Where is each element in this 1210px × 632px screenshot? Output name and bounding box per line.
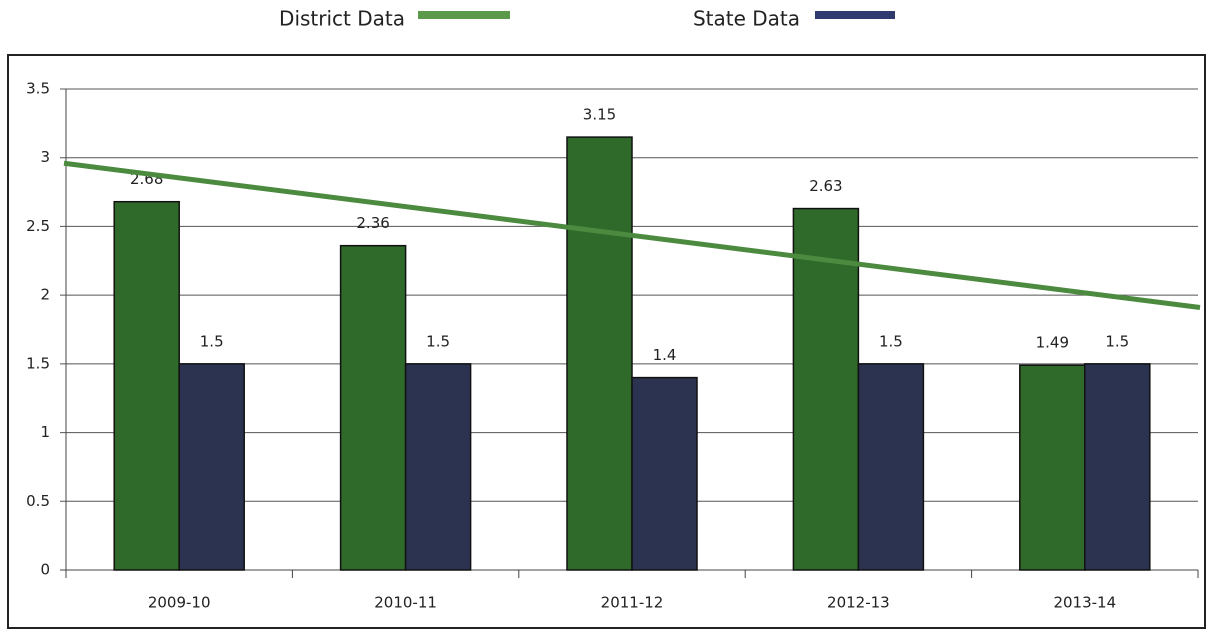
x-tick-label: 2010-11 xyxy=(374,594,437,612)
data-label: 1.5 xyxy=(1105,332,1129,350)
bar xyxy=(792,207,860,571)
legend-label: State Data xyxy=(693,7,800,31)
y-tick-label: 2.5 xyxy=(26,217,50,235)
legend-swatch xyxy=(815,11,895,19)
legend-swatch xyxy=(418,11,510,19)
x-tick-label: 2009-10 xyxy=(148,594,211,612)
data-label: 1.5 xyxy=(426,332,450,350)
bar xyxy=(1019,364,1086,571)
bar xyxy=(857,363,925,571)
legend-label: District Data xyxy=(279,7,405,31)
y-tick-label: 0 xyxy=(40,561,50,579)
trendline xyxy=(63,160,1201,310)
data-label: 3.15 xyxy=(583,106,616,124)
y-tick-label: 1.5 xyxy=(26,354,50,372)
x-tick-label: 2013-14 xyxy=(1053,594,1116,612)
data-label: 1.5 xyxy=(200,332,224,350)
data-label: 1.49 xyxy=(1036,334,1069,352)
bar xyxy=(631,376,698,571)
data-label: 2.36 xyxy=(356,214,389,232)
data-label: 1.5 xyxy=(879,332,903,350)
bar xyxy=(178,363,245,571)
y-tick-label: 3 xyxy=(40,148,50,166)
y-tick-label: 1 xyxy=(40,423,50,441)
bar xyxy=(113,200,180,571)
bar xyxy=(566,136,633,571)
bar xyxy=(404,363,472,571)
bar xyxy=(339,244,407,571)
y-tick-label: 0.5 xyxy=(26,492,50,510)
x-tick-label: 2012-13 xyxy=(827,594,890,612)
data-label: 1.4 xyxy=(653,346,677,364)
data-label: 2.63 xyxy=(809,177,842,195)
chart-frame xyxy=(7,54,1206,629)
y-tick-label: 3.5 xyxy=(26,80,50,98)
x-tick-label: 2011-12 xyxy=(601,594,664,612)
bar xyxy=(1084,363,1151,571)
y-tick-label: 2 xyxy=(40,286,50,304)
